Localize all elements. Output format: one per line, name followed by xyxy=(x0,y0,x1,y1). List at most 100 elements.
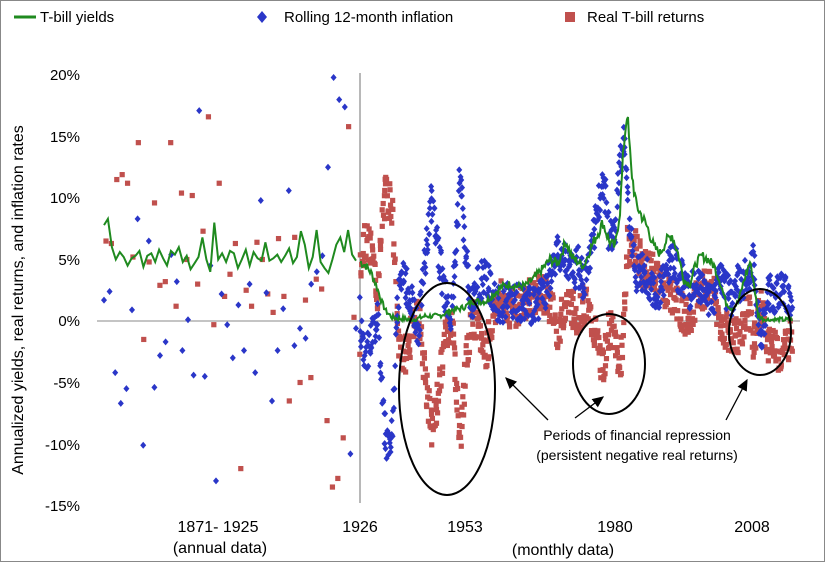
inflation-point xyxy=(365,362,372,370)
inflation-point xyxy=(581,290,588,298)
inflation-point xyxy=(475,263,482,271)
real-return-point xyxy=(609,344,615,351)
inflation-point xyxy=(229,354,236,362)
real-return-point xyxy=(270,309,276,315)
real-return-point xyxy=(614,345,620,351)
inflation-point xyxy=(525,312,532,320)
inflation-point xyxy=(424,246,431,254)
inflation-point xyxy=(263,289,270,297)
real-return-point xyxy=(713,301,719,307)
real-return-point xyxy=(614,349,621,356)
real-return-point xyxy=(773,358,779,364)
real-return-point xyxy=(405,333,411,339)
real-return-point xyxy=(549,292,556,298)
real-return-point xyxy=(573,305,579,312)
real-return-point xyxy=(758,303,764,310)
real-return-point xyxy=(436,388,443,394)
real-return-point xyxy=(655,261,661,267)
inflation-point xyxy=(788,297,795,305)
real-return-point xyxy=(555,342,561,348)
real-return-point xyxy=(483,338,490,344)
real-return-point xyxy=(649,265,655,271)
real-return-point xyxy=(377,242,384,248)
real-return-point xyxy=(595,328,601,334)
real-return-point xyxy=(575,322,582,328)
inflation-point xyxy=(428,187,435,195)
real-return-point xyxy=(445,337,452,343)
real-return-point xyxy=(441,331,447,338)
inflation-point xyxy=(665,270,672,278)
inflation-point xyxy=(554,233,561,241)
inflation-point xyxy=(583,276,590,284)
inflation-point xyxy=(648,269,655,277)
real-return-point xyxy=(515,321,522,327)
real-return-point xyxy=(585,316,591,322)
inflation-point xyxy=(447,316,454,324)
inflation-point xyxy=(241,347,247,355)
y-tick-label: 15% xyxy=(50,129,80,146)
real-return-point xyxy=(492,311,499,317)
repression-ellipse xyxy=(728,288,792,376)
real-return-point xyxy=(568,320,575,327)
real-return-point xyxy=(367,235,373,241)
real-return-point xyxy=(374,290,380,297)
inflation-point xyxy=(415,340,422,348)
inflation-point xyxy=(463,254,470,262)
inflation-point xyxy=(657,299,664,307)
inflation-point xyxy=(554,251,561,259)
real-return-point xyxy=(622,299,628,305)
inflation-point xyxy=(465,261,472,269)
inflation-point xyxy=(360,330,367,338)
real-return-point xyxy=(600,367,606,373)
real-return-point xyxy=(552,312,558,318)
real-return-point xyxy=(761,302,767,308)
real-return-point xyxy=(585,298,591,304)
real-return-point xyxy=(151,200,158,206)
real-return-point xyxy=(377,246,384,253)
inflation-point xyxy=(502,313,509,321)
inflation-point xyxy=(725,272,732,280)
real-return-point xyxy=(601,377,607,383)
real-return-point xyxy=(625,226,631,232)
real-return-point xyxy=(643,275,649,281)
real-return-point xyxy=(422,366,429,372)
real-return-point xyxy=(671,306,678,313)
inflation-point xyxy=(547,284,554,292)
real-return-point xyxy=(425,418,432,424)
inflation-point xyxy=(417,288,424,296)
real-return-point xyxy=(456,429,462,436)
real-return-point xyxy=(564,292,570,298)
real-return-point xyxy=(612,353,619,359)
real-return-point xyxy=(742,317,748,324)
inflation-point xyxy=(134,215,141,223)
real-return-point xyxy=(690,321,696,327)
real-return-point xyxy=(232,240,238,247)
inflation-point xyxy=(330,73,337,81)
real-return-point xyxy=(727,336,734,342)
inflation-point xyxy=(628,233,635,241)
inflation-point xyxy=(274,347,281,355)
x-label: 2008 xyxy=(734,519,770,536)
legend-label: T-bill yields xyxy=(40,9,114,26)
real-return-point xyxy=(747,300,753,307)
real-return-point xyxy=(358,270,364,276)
y-tick-label: -15% xyxy=(45,498,80,515)
real-return-point xyxy=(440,364,446,370)
real-return-point xyxy=(357,351,363,357)
real-return-point xyxy=(651,269,657,275)
real-return-point xyxy=(739,338,745,344)
inflation-point xyxy=(452,261,459,269)
inflation-point xyxy=(638,273,645,281)
inflation-point xyxy=(374,300,381,308)
y-tick-label: 20% xyxy=(50,67,80,84)
real-return-point xyxy=(619,354,626,361)
real-return-point xyxy=(633,246,640,252)
inflation-point xyxy=(685,272,692,280)
real-return-point xyxy=(391,241,397,247)
annotation-line-1: Periods of financial repression xyxy=(543,427,731,443)
real-return-point xyxy=(506,324,513,330)
inflation-point xyxy=(291,342,298,350)
real-return-point xyxy=(429,442,435,448)
